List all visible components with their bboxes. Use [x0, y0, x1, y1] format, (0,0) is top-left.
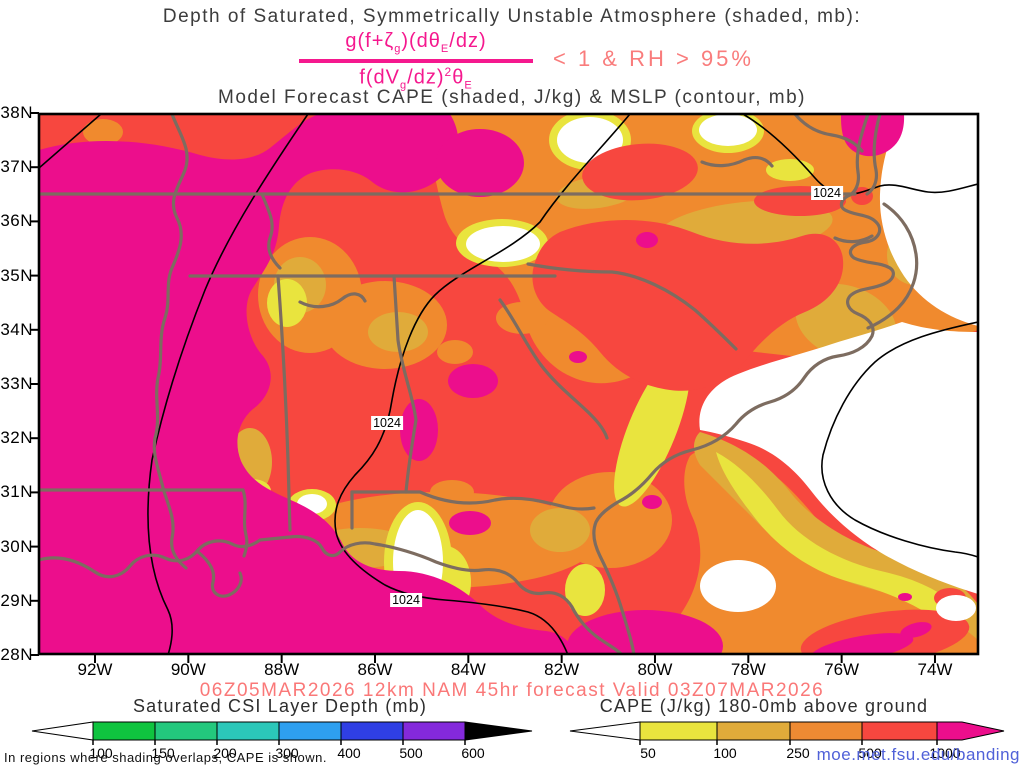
colorbars: 100 150 200 300 400 500 600 50 100 250 500 1000 — [31, 721, 1005, 761]
mslp-contours — [39, 114, 978, 654]
lat-label: 37N — [0, 157, 33, 177]
lat-axis-labels: 38N 37N 36N 35N 34N 33N 32N 31N 30N 29N 28N — [0, 0, 36, 700]
lat-label: 31N — [0, 482, 33, 502]
svg-text:500: 500 — [399, 745, 423, 761]
overlap-note: In regions where shading overlaps, CAPE … — [4, 750, 327, 765]
state-borders — [39, 114, 919, 654]
lat-label: 29N — [0, 590, 33, 610]
svg-text:100: 100 — [713, 745, 737, 761]
axis-ticks — [31, 112, 936, 663]
site-link[interactable]: moe.met.fsu.edu/banding — [816, 745, 1020, 764]
lon-label: 84W — [450, 660, 486, 679]
formula-condition: < 1 & RH > 95% — [553, 46, 754, 71]
forecast-info: 06Z05MAR2026 12km NAM 45hr forecast Vali… — [199, 680, 825, 701]
csi-colorbar-label: Saturated CSI Layer Depth (mb) — [132, 696, 428, 716]
svg-text:600: 600 — [461, 745, 485, 761]
svg-text:500: 500 — [858, 745, 882, 761]
svg-text:150: 150 — [151, 745, 175, 761]
lon-label: 76W — [824, 660, 860, 679]
formula-numerator: g(f+ζg)(dθE/dz) — [345, 30, 487, 55]
cape-csi-shading — [39, 114, 978, 654]
page-title: Depth of Saturated, Symmetrically Unstab… — [162, 6, 862, 27]
svg-text:200: 200 — [213, 745, 237, 761]
lat-label: 36N — [0, 211, 33, 231]
lon-label: 86W — [357, 660, 393, 679]
svg-text:250: 250 — [786, 745, 810, 761]
svg-text:50: 50 — [640, 745, 656, 761]
lat-label: 28N — [0, 645, 33, 664]
lat-label: 30N — [0, 536, 33, 556]
lat-label: 38N — [0, 103, 33, 122]
lat-label: 35N — [0, 265, 33, 285]
svg-text:400: 400 — [337, 745, 361, 761]
lon-label: 92W — [77, 660, 113, 679]
lon-label: 74W — [917, 660, 953, 679]
weather-map — [31, 112, 980, 663]
formula-denominator: f(dVg/dz)2θE — [359, 65, 473, 92]
lon-label: 88W — [264, 660, 300, 679]
contour-label: 1024 — [390, 593, 422, 607]
lon-label: 78W — [730, 660, 766, 679]
lon-label: 82W — [544, 660, 580, 679]
lat-label: 33N — [0, 374, 33, 393]
lat-label: 34N — [0, 319, 33, 339]
lat-label: 32N — [0, 428, 33, 448]
cape-colorbar-label: CAPE (J/kg) 180-0mb above ground — [599, 696, 929, 716]
lon-label: 90W — [170, 660, 206, 679]
contour-label: 1024 — [811, 186, 843, 200]
lon-label: 80W — [637, 660, 673, 679]
svg-text:300: 300 — [275, 745, 299, 761]
contour-label: 1024 — [371, 416, 403, 430]
svg-text:100: 100 — [89, 745, 113, 761]
svg-text:1000: 1000 — [929, 745, 960, 761]
formula-fraction-bar — [299, 59, 533, 63]
subtitle: Model Forecast CAPE (shaded, J/kg) & MSL… — [218, 87, 806, 108]
